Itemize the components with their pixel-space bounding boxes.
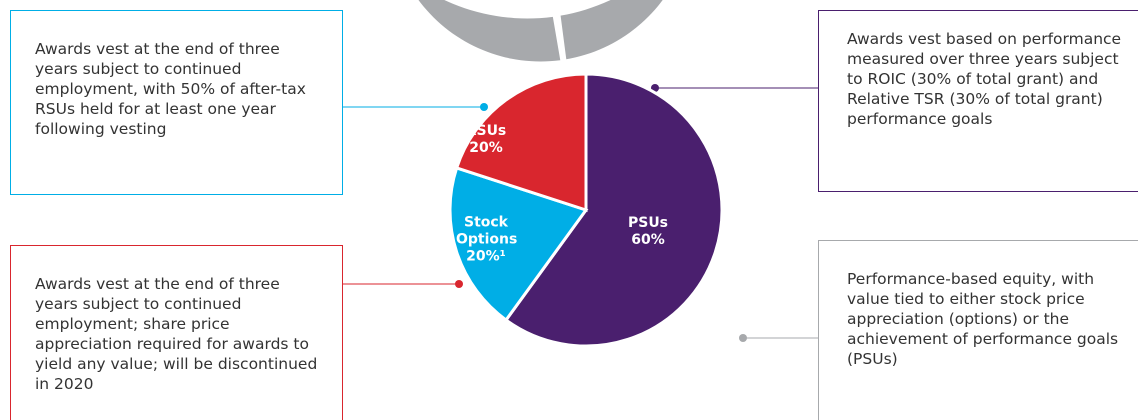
pie-slice [448,166,589,323]
pie-slice [454,72,588,213]
pie-slice [503,72,724,348]
slice-name: PSUs [627,215,669,231]
slice-label: PSUs 60% [603,215,693,249]
slice-value: 20% [469,140,503,156]
slice-name: RSUs [465,123,507,139]
connector-dot [455,280,463,288]
slice-value: 20%¹ [466,248,506,265]
slice-name: Stock Options [456,214,518,248]
annotation: Awards vest at the end of three years su… [10,245,343,420]
annotation: Awards vest at the end of three years su… [10,10,343,195]
connector-dot [480,103,488,111]
slice-label: RSUs 20% [441,123,531,157]
performance-ring [418,0,663,62]
slice-value: 60% [631,232,665,248]
annotation: Performance-based equity, with value tie… [818,240,1138,420]
annotation: Awards vest based on performance measure… [818,10,1138,192]
connector-dot [739,334,747,342]
slice-label: Stock Options 20%¹ [456,214,518,266]
